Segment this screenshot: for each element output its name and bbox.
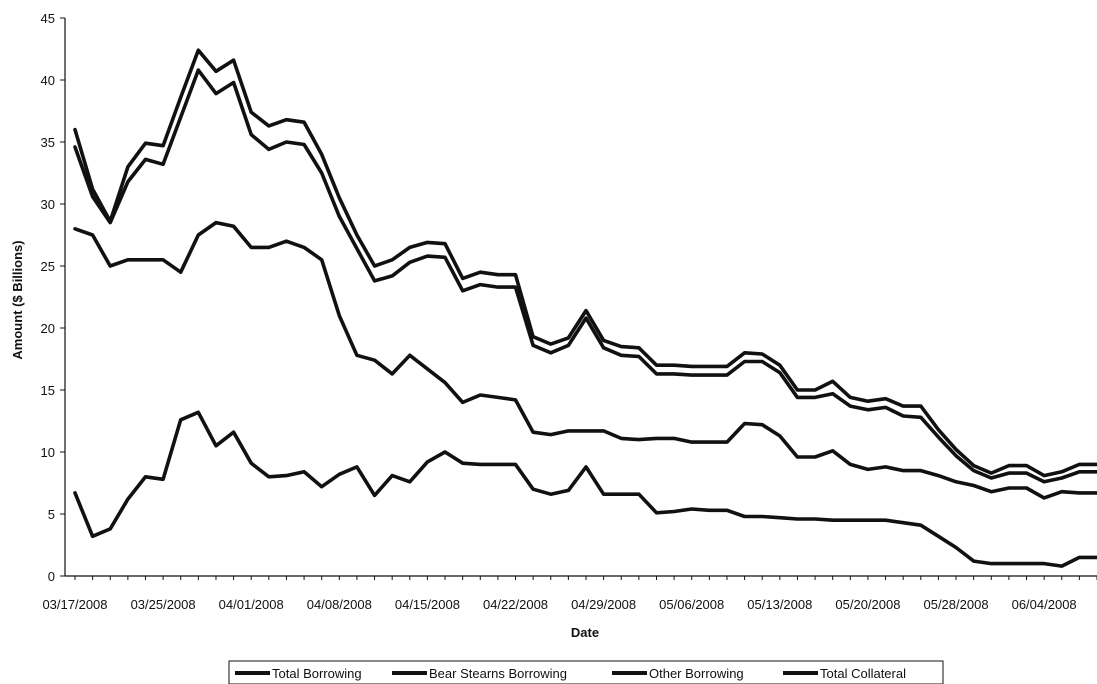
x-tick-label: 04/01/2008 — [219, 597, 284, 612]
series-line-total-borrowing — [73, 68, 1097, 484]
y-tick-label: 15 — [41, 383, 55, 398]
x-axis-title: Date — [571, 625, 599, 640]
y-tick-label: 5 — [48, 507, 55, 522]
legend-label-other-borrowing: Other Borrowing — [649, 666, 744, 681]
x-axis-ticks: 03/17/2008 03/25/2008 04/01/2008 04/08/2008… — [42, 576, 1097, 612]
legend-label-total-collateral: Total Collateral — [820, 666, 906, 681]
y-tick-label: 35 — [41, 135, 55, 150]
series-line-total-collateral — [73, 48, 1097, 478]
y-tick-label: 20 — [41, 321, 55, 336]
x-tick-label: 04/22/2008 — [483, 597, 548, 612]
x-tick-label: 06/04/2008 — [1012, 597, 1077, 612]
x-tick-label: 03/25/2008 — [131, 597, 196, 612]
x-tick-label: 04/15/2008 — [395, 597, 460, 612]
x-tick-label: 04/29/2008 — [571, 597, 636, 612]
y-axis-ticks: 0 5 10 15 20 25 30 35 40 45 — [41, 11, 65, 584]
x-tick-label: 05/28/2008 — [923, 597, 988, 612]
x-tick-label: 05/13/2008 — [747, 597, 812, 612]
y-tick-label: 45 — [41, 11, 55, 26]
series-lines — [73, 48, 1097, 568]
series-line-other-borrowing — [73, 220, 1097, 500]
x-tick-label: 03/17/2008 — [42, 597, 107, 612]
series-line-bear-stearns-borrowing — [73, 410, 1097, 568]
legend: Total Borrowing Bear Stearns Borrowing Oth… — [228, 660, 944, 684]
y-axis-title: Amount ($ Billions) — [10, 240, 25, 359]
y-tick-label: 30 — [41, 197, 55, 212]
legend-label-total-borrowing: Total Borrowing — [272, 666, 362, 681]
x-tick-label: 05/06/2008 — [659, 597, 724, 612]
y-tick-label: 40 — [41, 73, 55, 88]
x-tick-label: 05/20/2008 — [835, 597, 900, 612]
y-tick-label: 0 — [48, 569, 55, 584]
legend-label-bear-stearns-borrowing: Bear Stearns Borrowing — [429, 666, 567, 681]
x-tick-label: 04/08/2008 — [307, 597, 372, 612]
y-tick-label: 25 — [41, 259, 55, 274]
y-tick-label: 10 — [41, 445, 55, 460]
legend-frame — [228, 660, 944, 684]
